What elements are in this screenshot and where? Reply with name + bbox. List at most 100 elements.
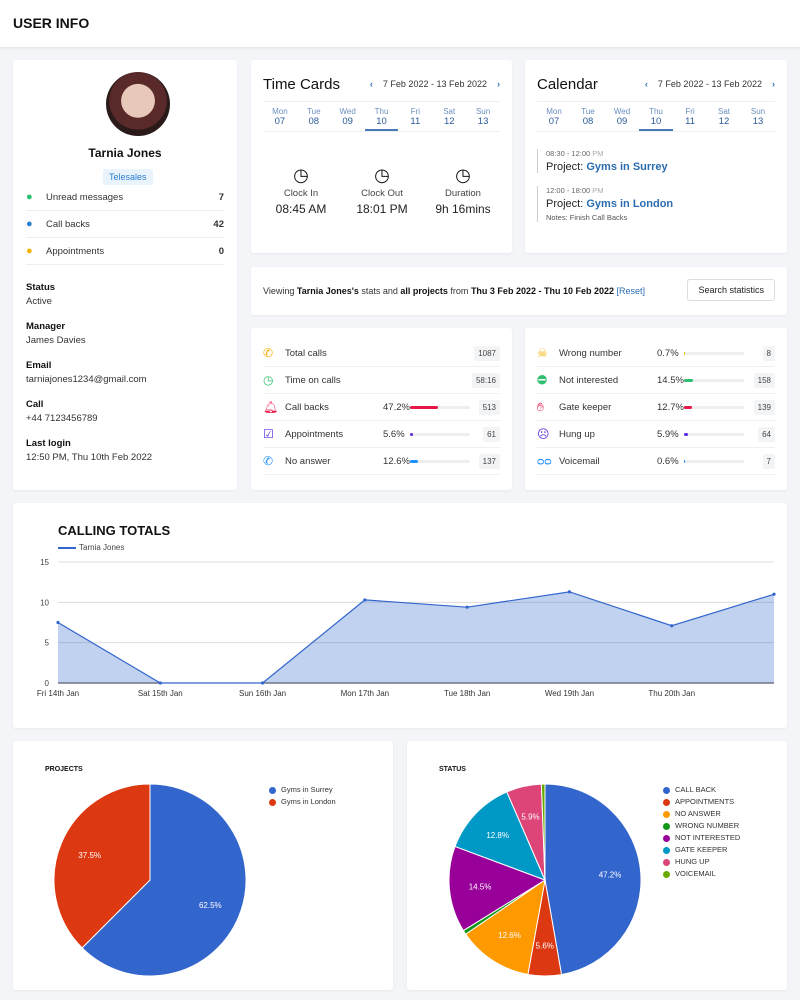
stat-progress-bar <box>684 351 744 355</box>
calendar-check-icon: ☑ <box>263 427 274 441</box>
x-tick-label: Mon 17th Jan <box>341 689 389 698</box>
field-value: Active <box>26 296 52 307</box>
legend-item[interactable]: WRONG NUMBER <box>663 820 740 832</box>
data-point <box>158 681 162 685</box>
reset-link[interactable]: [Reset] <box>616 286 646 296</box>
data-point <box>465 605 469 609</box>
stat-row: ✆ Total calls 1087 <box>263 340 500 367</box>
x-tick-label: Fri 14th Jan <box>37 689 79 698</box>
legend-swatch <box>663 786 670 794</box>
field-value: 12:50 PM, Thu 10th Feb 2022 <box>26 452 153 463</box>
field-value[interactable]: +44 7123456789 <box>26 413 98 424</box>
projects-pie-chart: 62.5% 37.5% <box>53 783 247 977</box>
counter-label: Call backs <box>46 218 90 230</box>
day-tab[interactable]: Fri 11 <box>410 107 421 127</box>
phone-off-icon: ✆ <box>263 454 274 468</box>
stat-count: 8 <box>762 345 775 361</box>
counter-row[interactable]: ● Call backs 42 <box>26 211 224 238</box>
calendar-event[interactable]: 12:00 - 18:00 PM Project: Gyms in London N… <box>537 186 673 222</box>
stat-row: ◷ Time on calls 58:16 <box>263 367 500 394</box>
stat-percent: 12.6% <box>383 455 410 467</box>
role-badge: Telesales <box>103 169 153 185</box>
stat-percent: 0.7% <box>657 347 679 359</box>
counter-row[interactable]: ● Unread messages 7 <box>26 184 224 211</box>
day-tab[interactable]: Mon 07 <box>272 107 288 127</box>
stat-count: 513 <box>478 399 500 415</box>
stat-progress-bar <box>410 459 470 463</box>
prev-week-button[interactable]: ‹ <box>644 79 648 89</box>
stat-label: Wrong number <box>559 347 622 359</box>
day-tab[interactable]: Mon 07 <box>546 107 562 127</box>
stat-percent: 5.9% <box>657 428 679 440</box>
hand-icon: ✋︎ <box>537 399 544 414</box>
stat-count: 61 <box>483 426 500 442</box>
field-label: Email <box>26 360 52 371</box>
data-point <box>772 592 776 596</box>
slice-label: 12.6% <box>498 931 521 940</box>
legend-item[interactable]: GATE KEEPER <box>663 844 740 856</box>
day-tab[interactable]: Tue 08 <box>307 107 321 127</box>
stat-percent: 47.2% <box>383 401 410 413</box>
day-tab[interactable]: Wed 09 <box>613 107 631 127</box>
day-tab[interactable]: Sun 13 <box>750 107 766 127</box>
legend-item[interactable]: NOT INTERESTED <box>663 832 740 844</box>
legend-item[interactable]: Gyms in Surrey <box>269 784 336 796</box>
day-tab[interactable]: Sat 12 <box>717 107 730 127</box>
legend-item[interactable]: APPOINTMENTS <box>663 796 740 808</box>
data-point <box>363 598 367 602</box>
day-tab[interactable]: Sun 13 <box>475 107 491 127</box>
legend-swatch <box>663 870 670 878</box>
slice-label: 62.5% <box>199 901 222 910</box>
stat-row: ☑ Appointments 5.6% 61 <box>263 421 500 448</box>
stat-row: ⛔︎ Not interested 14.5% 158 <box>537 367 775 394</box>
y-tick-label: 10 <box>40 598 49 607</box>
data-point <box>260 681 265 685</box>
day-tab[interactable]: Thu 10 <box>639 102 673 131</box>
page-header: USER INFO <box>0 0 800 47</box>
projects-legend: Gyms in Surrey Gyms in London <box>269 784 336 808</box>
y-tick-label: 0 <box>45 679 50 688</box>
legend-swatch <box>269 786 276 794</box>
skull-icon: ☠ <box>537 346 548 360</box>
search-statistics-button[interactable]: Search statistics <box>687 279 775 301</box>
stat-count: 158 <box>753 372 775 388</box>
day-tab[interactable]: Thu 10 <box>364 102 399 131</box>
field-label: Status <box>26 282 56 293</box>
field-value[interactable]: tarniajones1234@gmail.com <box>26 374 147 385</box>
day-tab[interactable]: Sat 12 <box>443 107 456 127</box>
data-point <box>670 624 674 628</box>
legend-swatch <box>663 834 670 842</box>
user-off-icon: ⛔︎ <box>537 372 548 387</box>
whatsapp-icon: ● <box>26 191 33 203</box>
slice-label: 47.2% <box>599 870 622 879</box>
day-tab[interactable]: Fri 11 <box>685 107 695 127</box>
stat-label: Time on calls <box>285 374 341 386</box>
user-card: Tarnia Jones Telesales ● Unread messages 7… <box>13 60 237 490</box>
time-cards-title: Time Cards <box>263 76 340 93</box>
counter-row[interactable]: ● Appointments 0 <box>26 238 224 265</box>
stat-row: ✆ No answer 12.6% 137 <box>263 448 500 475</box>
y-tick-label: 15 <box>40 558 49 567</box>
slice-label: 12.8% <box>486 831 509 840</box>
page-title: USER INFO <box>13 15 90 31</box>
x-tick-label: Wed 19th Jan <box>545 689 594 698</box>
day-tab[interactable]: Tue 08 <box>581 107 595 127</box>
legend-item[interactable]: NO ANSWER <box>663 808 740 820</box>
legend-item[interactable]: CALL BACK <box>663 784 740 796</box>
next-week-button[interactable]: › <box>772 79 775 89</box>
legend-item[interactable]: HUNG UP <box>663 856 740 868</box>
field-label: Call <box>26 399 44 410</box>
next-week-button[interactable]: › <box>497 79 500 89</box>
project-link: Gyms in London <box>586 198 674 210</box>
calendar-title: Calendar <box>537 76 598 93</box>
calling-totals-chart: 0 5 10 15 Fri 14th Jan Sat 15th Jan Sun 16th J… <box>37 558 776 698</box>
day-tab[interactable]: Wed 09 <box>339 107 356 127</box>
week-range: 7 Feb 2022 - 13 Feb 2022 <box>382 79 487 89</box>
stat-count: 58:16 <box>471 372 500 388</box>
calendar-event[interactable]: 08:30 - 12:00 PM Project: Gyms in Surrey <box>537 149 668 173</box>
stat-count: 1087 <box>474 345 500 361</box>
angry-face-icon: ☹ <box>537 427 550 441</box>
legend-item[interactable]: VOICEMAIL <box>663 868 740 880</box>
prev-week-button[interactable]: ‹ <box>369 79 373 89</box>
legend-item[interactable]: Gyms in London <box>269 796 336 808</box>
